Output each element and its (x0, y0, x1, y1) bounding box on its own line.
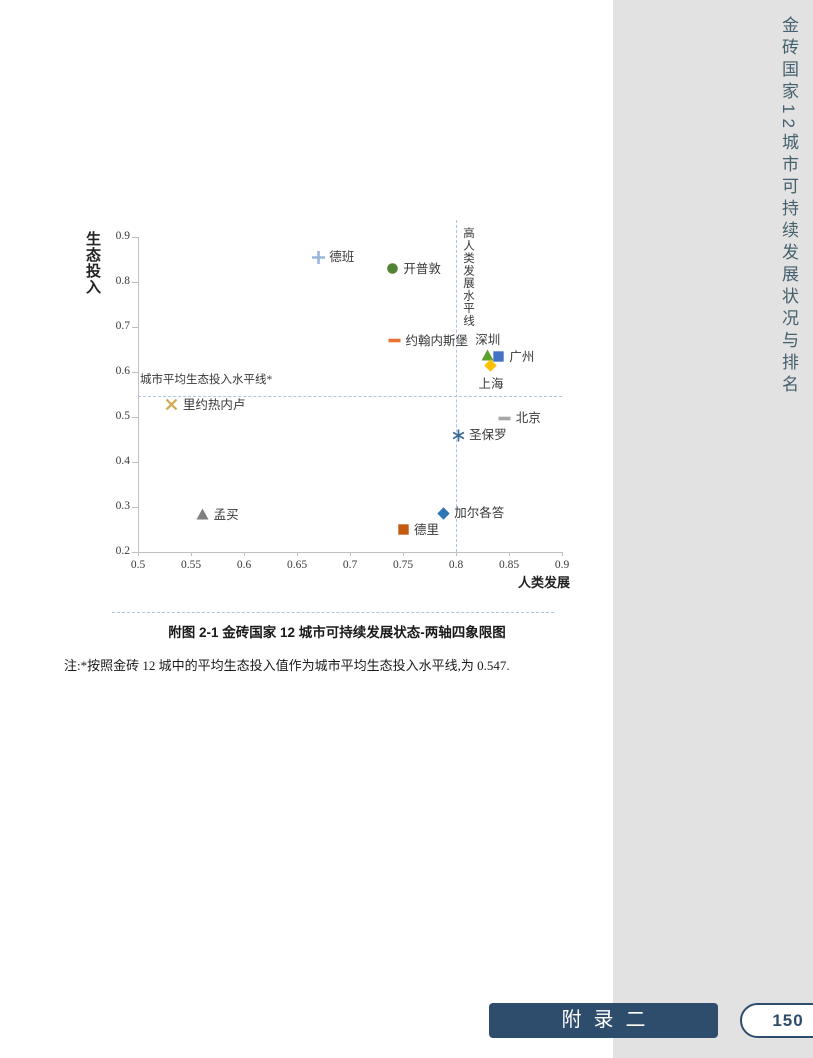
x-axis-tick-label: 0.85 (498, 559, 520, 571)
horizontal-reference-line-label: 城市平均生态投入水平线* (140, 374, 273, 386)
data-point-label: 德里 (414, 522, 440, 537)
sidebar-vertical-title: 金砖国家12城市可持续发展状况与排名 (779, 16, 798, 397)
x-axis-tick-label: 0.7 (342, 559, 358, 571)
appendix-section-badge: 附录二 (489, 1003, 718, 1038)
y-axis-tick-label: 0.5 (115, 410, 130, 422)
y-axis-tick (132, 237, 138, 238)
y-axis-tick (132, 462, 138, 463)
x-axis-tick (350, 552, 351, 556)
y-axis-tick (132, 417, 138, 418)
x-axis-tick-label: 0.6 (236, 559, 252, 571)
dash-marker-北京 (497, 411, 512, 426)
x-axis-tick-label: 0.75 (392, 559, 414, 571)
data-point-label: 约翰内斯堡 (405, 333, 469, 348)
data-point-label: 加尔各答 (454, 506, 505, 521)
x-axis-tick (456, 552, 457, 556)
caption-separator-line (112, 612, 554, 613)
triangle-marker-孟买 (195, 507, 210, 522)
figure-chart: 生态投入 人类发展 高人类发展水平线 城市平均生态投入水平线* 0.5 0.55 0… (60, 220, 605, 605)
data-point-label: 广州 (509, 349, 535, 364)
x-axis-tick (297, 552, 298, 556)
y-axis-tick-label: 0.2 (115, 545, 130, 557)
y-axis-tick-label: 0.4 (115, 455, 130, 467)
dash-marker-约翰内斯堡 (387, 333, 402, 348)
diamond-marker-上海 (483, 358, 498, 373)
x-axis-tick-label: 0.8 (448, 559, 464, 571)
y-axis-tick (132, 372, 138, 373)
y-axis-tick (132, 552, 138, 553)
y-axis-tick (132, 507, 138, 508)
figure-note: 注:*按照金砖 12 城中的平均生态投入值作为城市平均生态投入水平线,为 0.5… (64, 658, 510, 673)
x-axis-tick-label: 0.65 (286, 559, 308, 571)
plus-marker-德班 (311, 250, 326, 265)
y-axis (138, 237, 139, 552)
data-point-label: 北京 (515, 411, 541, 426)
data-point-label: 德班 (329, 250, 355, 265)
triangle-marker-深圳 (480, 348, 495, 363)
y-axis-tick (132, 327, 138, 328)
x-axis-tick-label: 0.55 (180, 559, 202, 571)
square-marker-德里 (396, 522, 411, 537)
asterisk-marker-圣保罗 (451, 428, 466, 443)
data-point-label: 圣保罗 (469, 428, 507, 442)
data-point-label: 开普敦 (403, 261, 441, 276)
y-axis-tick-label: 0.6 (115, 365, 130, 377)
high-hdi-reference-line (456, 220, 457, 552)
y-axis-tick (132, 282, 138, 283)
x-axis-tick-label: 0.5 (130, 559, 146, 571)
x-axis-tick (191, 552, 192, 556)
data-point-label: 里约热内卢 (182, 397, 246, 412)
data-point-label: 孟买 (213, 507, 239, 522)
circle-marker-开普敦 (385, 261, 400, 276)
x-axis-tick (244, 552, 245, 556)
avg-eco-input-reference-line (138, 395, 562, 397)
x-axis-title: 人类发展 (517, 575, 570, 590)
y-axis-tick-label: 0.9 (115, 230, 130, 242)
figure-caption: 附图 2-1 金砖国家 12 城市可持续发展状态-两轴四象限图 (168, 625, 506, 640)
x-axis-tick (562, 552, 563, 556)
x-axis-tick (138, 552, 139, 556)
data-point-label: 深圳 (475, 333, 501, 348)
x-marker-里约热内卢 (164, 397, 179, 412)
y-axis-tick-label: 0.8 (115, 275, 130, 287)
y-axis-tick-label: 0.3 (115, 500, 130, 512)
x-axis-tick-label: 0.9 (554, 559, 570, 571)
y-axis-title: 生态投入 (84, 231, 100, 295)
data-point-label: 上海 (478, 376, 504, 391)
sidebar-strip (613, 0, 813, 1058)
x-axis-tick (509, 552, 510, 556)
x-axis-tick (403, 552, 404, 556)
diamond-marker-加尔各答 (436, 506, 451, 521)
vertical-reference-line-label: 高人类发展水平线 (462, 227, 474, 327)
page-number-badge: 150 (740, 1003, 813, 1038)
square-marker-广州 (491, 349, 506, 364)
y-axis-tick-label: 0.7 (115, 320, 130, 332)
